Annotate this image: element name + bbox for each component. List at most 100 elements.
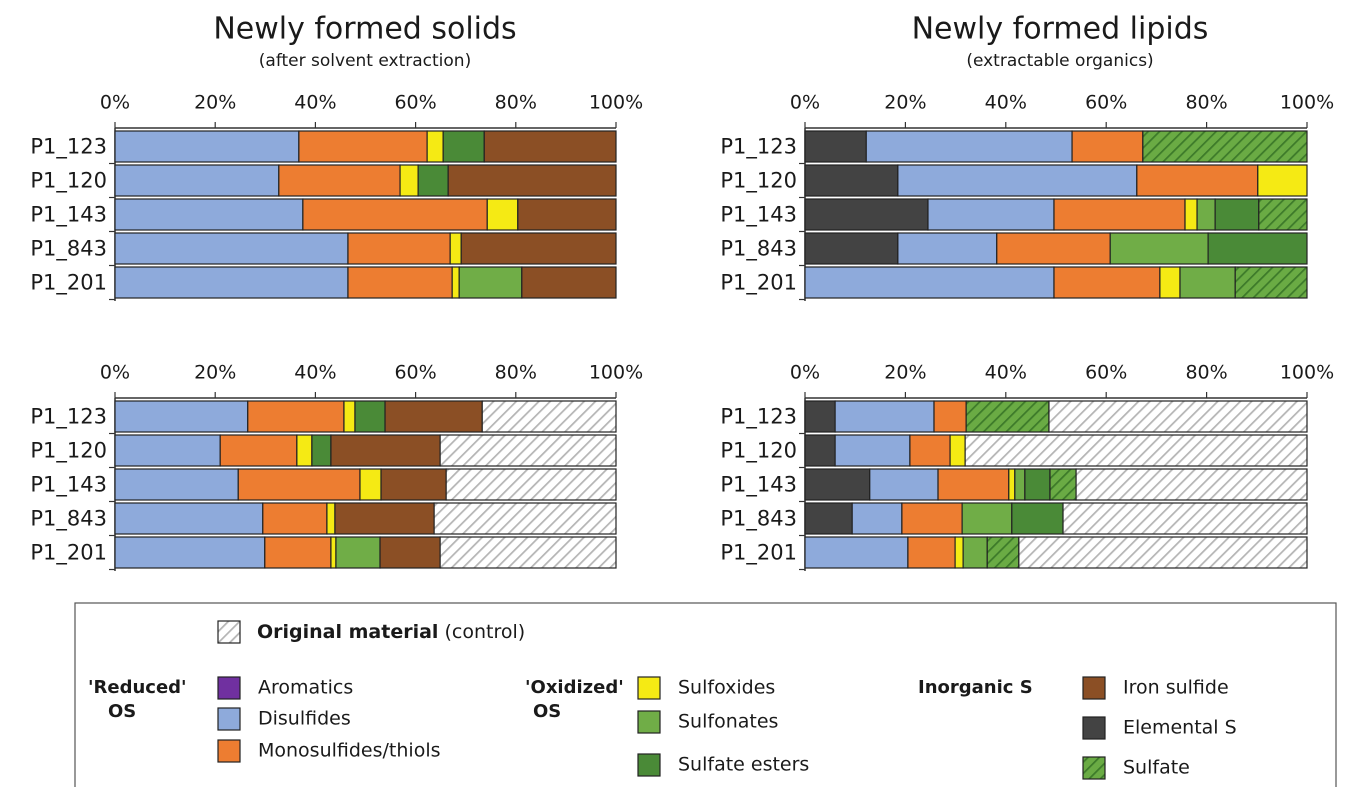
x-tick-label: 80% <box>495 92 537 114</box>
bar-segment <box>326 502 336 535</box>
x-tick-label: 100% <box>1280 92 1334 114</box>
category-label: P1_143 <box>30 473 107 498</box>
bar-segment <box>909 434 951 467</box>
bar-segment <box>114 434 221 467</box>
x-tick-label: 40% <box>294 362 336 384</box>
category-label: P1_201 <box>720 541 797 566</box>
bar-segment <box>927 198 1055 231</box>
bar-segment <box>445 468 617 501</box>
bar-segment <box>1062 502 1308 535</box>
bar-segment <box>986 536 1020 569</box>
bar-segment <box>1008 468 1016 501</box>
bar-segment <box>483 130 617 163</box>
legend-group-label: OS <box>108 701 136 722</box>
x-tick-label: 0% <box>100 92 130 114</box>
x-tick-label: 80% <box>1185 92 1227 114</box>
x-tick-label: 60% <box>394 92 436 114</box>
x-tick-label: 0% <box>790 92 820 114</box>
bar-segment <box>384 400 483 433</box>
bar-segment <box>804 536 909 569</box>
bar-segment <box>262 502 328 535</box>
bar-segment <box>447 164 617 197</box>
bar-segment <box>347 232 451 265</box>
chart-title: Newly formed solids <box>213 12 516 47</box>
chart-title: Newly formed lipids <box>912 12 1209 47</box>
legend-group-label: 'Oxidized' <box>525 677 624 698</box>
bar-segment <box>114 468 239 501</box>
bar-segment <box>1234 266 1308 299</box>
bar-segment <box>1053 266 1161 299</box>
bar-segment <box>1142 130 1308 163</box>
bar-segment <box>1207 232 1308 265</box>
x-tick-label: 100% <box>589 92 643 114</box>
x-tick-label: 40% <box>985 362 1027 384</box>
bar-segment <box>1048 400 1308 433</box>
bar-segment <box>933 400 967 433</box>
x-tick-label: 80% <box>1185 362 1227 384</box>
bar-segment <box>114 266 349 299</box>
bar-segment <box>1159 266 1181 299</box>
legend-box <box>74 602 1337 787</box>
category-label: P1_120 <box>30 439 107 464</box>
bar-segment <box>1257 164 1308 197</box>
category-label: P1_143 <box>30 203 107 228</box>
chart-subtitle: (extractable organics) <box>966 51 1153 71</box>
bar-segment <box>804 232 899 265</box>
bar-segment <box>965 400 1050 433</box>
bar-segment <box>296 434 313 467</box>
category-label: P1_201 <box>720 271 797 296</box>
x-tick-label: 100% <box>589 362 643 384</box>
bar-segment <box>460 232 617 265</box>
legend-label: Sulfate <box>1123 757 1190 779</box>
bar-segment <box>949 434 966 467</box>
x-tick-label: 60% <box>1085 92 1127 114</box>
bar-segment <box>804 198 929 231</box>
legend-swatch <box>217 676 241 700</box>
legend-label: Sulfoxides <box>678 677 775 699</box>
legend-group-label: OS <box>533 701 561 722</box>
bar-segment <box>834 434 911 467</box>
bar-segment <box>897 232 998 265</box>
bar-segment <box>1053 198 1186 231</box>
x-tick-label: 80% <box>495 362 537 384</box>
category-label: P1_120 <box>720 169 797 194</box>
bar-segment <box>114 400 249 433</box>
bar-segment <box>1196 198 1216 231</box>
bar-segment <box>1014 468 1026 501</box>
bar-segment <box>804 130 867 163</box>
legend-group-label: Inorganic S <box>918 677 1033 698</box>
x-tick-label: 20% <box>194 92 236 114</box>
legend-label: Sulfonates <box>678 711 778 733</box>
x-tick-label: 100% <box>1280 362 1334 384</box>
category-label: P1_843 <box>30 507 107 532</box>
category-label: P1_120 <box>30 169 107 194</box>
bar-segment <box>804 502 853 535</box>
legend-swatch <box>637 676 661 700</box>
legend-swatch <box>637 753 661 777</box>
legend-label: Original material (control) <box>257 621 525 643</box>
legend-label: Disulfides <box>258 708 351 730</box>
bar-segment <box>1109 232 1209 265</box>
x-tick-label: 20% <box>884 362 926 384</box>
bar-segment <box>399 164 419 197</box>
bar-segment <box>804 266 1055 299</box>
bar-segment <box>804 400 836 433</box>
category-label: P1_843 <box>30 237 107 262</box>
bar-segment <box>804 468 871 501</box>
bar-segment <box>298 130 428 163</box>
bar-segment <box>486 198 519 231</box>
bar-segment <box>1049 468 1077 501</box>
legend-swatch <box>637 710 661 734</box>
bar-segment <box>302 198 488 231</box>
bar-segment <box>1136 164 1259 197</box>
bar-segment <box>330 434 441 467</box>
bar-segment <box>834 400 935 433</box>
x-tick-label: 0% <box>790 362 820 384</box>
legend-label-note: (control) <box>444 621 525 643</box>
category-label: P1_123 <box>30 405 107 430</box>
bar-segment <box>439 536 617 569</box>
bar-segment <box>481 400 617 433</box>
category-label: P1_123 <box>30 135 107 160</box>
bar-segment <box>897 164 1138 197</box>
